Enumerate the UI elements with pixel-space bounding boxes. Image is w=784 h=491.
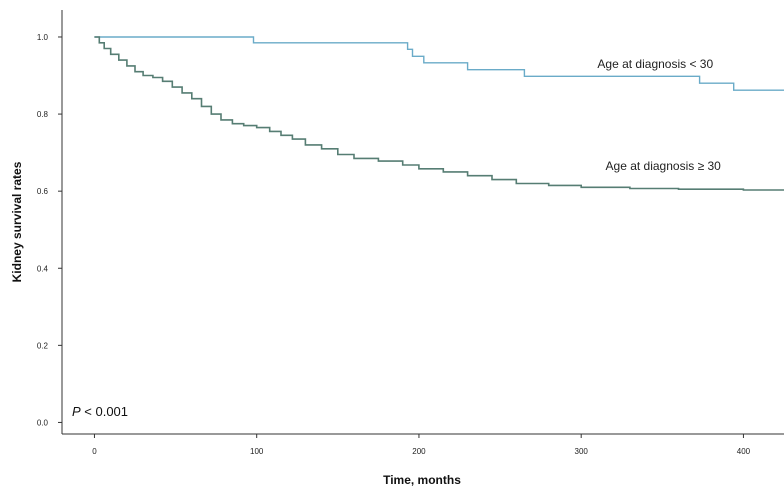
- ticks: 0.0 0.2 0.4 0.6 0.8 1.0 0 100 200 300 400: [37, 33, 751, 456]
- series-label-30-plus: Age at diagnosis ≥ 30: [606, 159, 722, 173]
- x-tick-label: 0: [92, 447, 97, 456]
- survival-curve-under-30: [94, 36, 784, 91]
- axes: [61, 10, 784, 435]
- y-tick-label: 0.0: [37, 418, 49, 427]
- x-axis-title: Time, months: [383, 473, 461, 487]
- x-tick-label: 400: [737, 447, 751, 456]
- y-tick-label: 0.8: [37, 110, 49, 119]
- y-tick-label: 1.0: [37, 33, 49, 42]
- p-value-text: < 0.001: [81, 404, 128, 419]
- series-lines: [94, 36, 784, 191]
- y-axis-title: Kidney survival rates: [10, 161, 24, 282]
- series-label-under-30: Age at diagnosis < 30: [597, 57, 713, 71]
- y-tick-label: 0.4: [37, 264, 49, 273]
- x-tick-label: 200: [412, 447, 426, 456]
- p-value-prefix: P: [72, 404, 81, 419]
- y-tick-label: 0.6: [37, 187, 49, 196]
- survival-curve-30-plus: [94, 36, 784, 191]
- x-tick-label: 300: [575, 447, 589, 456]
- y-tick-label: 0.2: [37, 341, 49, 350]
- x-tick-label: 100: [250, 447, 264, 456]
- p-value-annotation: P < 0.001: [72, 404, 128, 419]
